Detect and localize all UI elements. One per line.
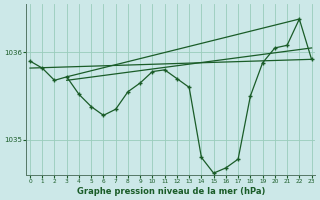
X-axis label: Graphe pression niveau de la mer (hPa): Graphe pression niveau de la mer (hPa) <box>76 187 265 196</box>
